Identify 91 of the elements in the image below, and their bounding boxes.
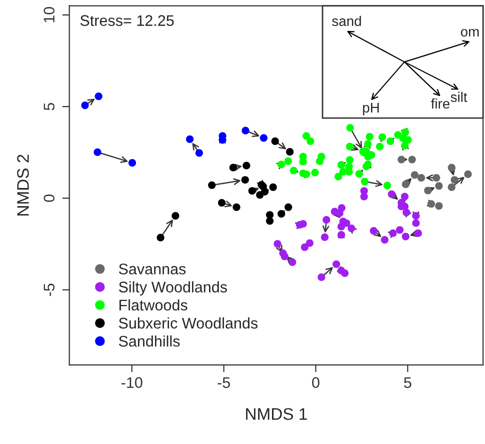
point xyxy=(284,157,292,165)
point xyxy=(337,222,346,230)
point xyxy=(346,124,354,132)
point xyxy=(311,168,319,176)
point xyxy=(402,180,410,188)
point xyxy=(348,224,356,232)
point xyxy=(424,186,432,194)
point xyxy=(435,202,443,210)
point xyxy=(388,190,396,198)
point xyxy=(399,134,407,142)
x-tick-label: -10 xyxy=(122,377,142,388)
point xyxy=(208,181,216,189)
point xyxy=(241,176,249,184)
annotation: Stress= 12.25 xyxy=(80,15,174,26)
point xyxy=(389,229,397,238)
x-tick-label: -5 xyxy=(218,377,230,388)
point xyxy=(410,171,418,179)
y-tick-label: 10 xyxy=(44,7,55,22)
point xyxy=(218,198,226,207)
point xyxy=(232,203,240,211)
point xyxy=(370,227,378,235)
point xyxy=(340,269,349,277)
legend-label: Sandhills xyxy=(118,335,180,347)
legend-label: Flatwoods xyxy=(119,299,188,311)
point xyxy=(450,176,458,184)
annotation: pH xyxy=(363,102,379,116)
y-tick-label: 5 xyxy=(44,102,55,110)
point xyxy=(396,226,404,234)
point xyxy=(346,156,354,164)
point xyxy=(360,178,368,186)
point xyxy=(271,137,279,146)
annotation: silt xyxy=(450,92,468,102)
point xyxy=(266,211,274,219)
point xyxy=(94,92,102,100)
point xyxy=(302,132,310,140)
point xyxy=(330,208,338,216)
point xyxy=(448,183,456,192)
point xyxy=(284,203,292,211)
point xyxy=(242,126,250,134)
point xyxy=(376,142,384,150)
point xyxy=(269,183,277,192)
point xyxy=(195,149,203,157)
y-tick-label: 0 xyxy=(44,194,55,202)
point xyxy=(408,156,416,164)
point xyxy=(299,220,307,228)
point xyxy=(286,148,294,156)
point xyxy=(260,134,268,142)
x-tick-label: 5 xyxy=(404,377,412,388)
annotation: sand xyxy=(332,16,361,26)
point xyxy=(414,229,422,238)
point xyxy=(332,260,340,268)
point xyxy=(318,273,326,281)
point xyxy=(318,152,326,160)
point xyxy=(322,216,330,224)
point xyxy=(412,219,420,227)
point xyxy=(398,156,406,164)
point xyxy=(402,232,410,240)
point xyxy=(432,174,440,182)
point xyxy=(306,239,314,247)
point xyxy=(172,212,180,220)
point xyxy=(128,159,136,167)
point xyxy=(279,249,287,257)
point xyxy=(448,164,456,172)
annotation: om xyxy=(460,28,479,37)
point xyxy=(383,182,392,190)
legend-label: Subxeric Woodlands xyxy=(118,317,258,329)
legend-label: Savannas xyxy=(118,264,186,274)
x-tick-label: 0 xyxy=(312,377,320,388)
y-axis-title: NMDS 2 xyxy=(17,154,29,216)
point xyxy=(248,187,256,195)
point xyxy=(242,162,250,170)
point xyxy=(299,152,307,160)
point xyxy=(380,236,388,244)
y-tick-label: -5 xyxy=(44,284,55,296)
x-axis-title: NMDS 1 xyxy=(246,408,307,420)
point xyxy=(366,132,374,140)
point xyxy=(360,192,368,200)
annotation: fire xyxy=(431,98,450,109)
point xyxy=(435,182,443,190)
point xyxy=(81,101,89,110)
point xyxy=(229,164,237,172)
point xyxy=(417,174,426,182)
point xyxy=(94,148,102,156)
point xyxy=(320,233,329,242)
point xyxy=(274,240,282,248)
point xyxy=(464,170,472,178)
legend-label: Silty Woodlands xyxy=(118,281,227,296)
point xyxy=(288,258,296,266)
point xyxy=(186,135,194,143)
point xyxy=(156,234,164,242)
point xyxy=(346,142,354,150)
